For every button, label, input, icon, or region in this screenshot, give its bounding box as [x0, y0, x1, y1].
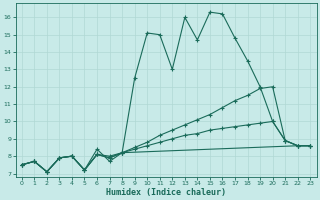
X-axis label: Humidex (Indice chaleur): Humidex (Indice chaleur): [106, 188, 226, 197]
